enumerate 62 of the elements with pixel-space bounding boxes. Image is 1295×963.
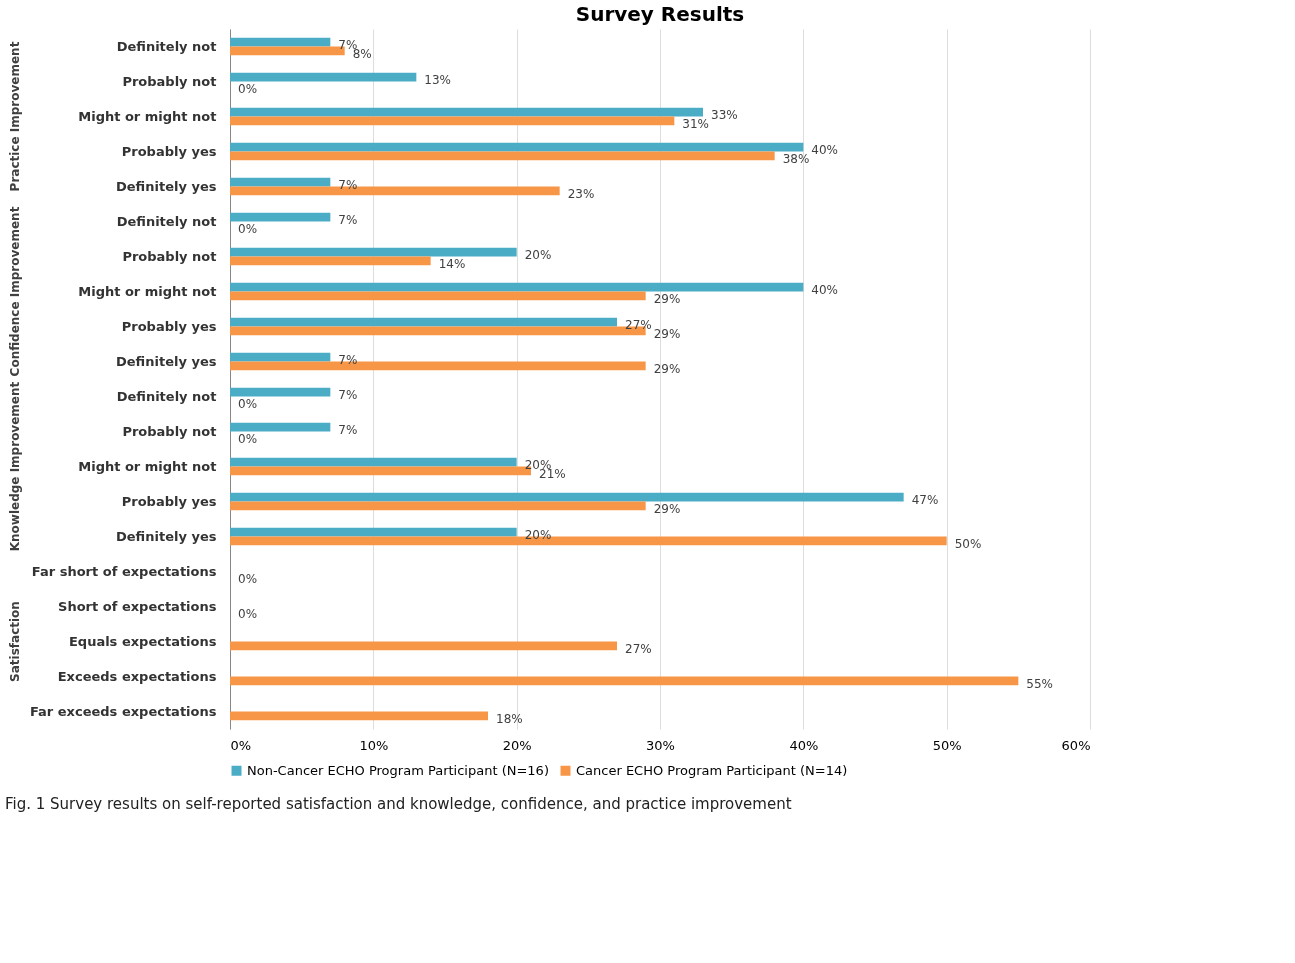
y-tick-label: Far short of expectations <box>31 563 217 579</box>
legend-label: Non-Cancer ECHO Program Participant (N=16) <box>247 762 549 778</box>
x-tick-label: 0% <box>230 737 252 753</box>
data-label: 0% <box>238 571 258 586</box>
y-tick-label: Definitely yes <box>116 353 217 369</box>
x-tick-label: 20% <box>502 737 532 753</box>
data-label: 31% <box>682 116 710 131</box>
y-tick-label: Probably not <box>122 248 217 264</box>
data-label: 29% <box>653 501 681 516</box>
y-tick-label: Definitely not <box>116 38 217 54</box>
data-label: 13% <box>424 73 452 88</box>
y-tick-label: Might or might not <box>78 108 217 124</box>
data-label: 0% <box>238 431 258 446</box>
legend-label: Cancer ECHO Program Participant (N=14) <box>576 762 848 778</box>
data-label: 47% <box>911 493 939 508</box>
data-label: 0% <box>238 221 258 236</box>
y-tick-label: Might or might not <box>78 458 217 474</box>
y-tick-label: Definitely not <box>116 213 217 229</box>
data-label: 18% <box>496 711 523 726</box>
x-tick-label: 60% <box>1061 737 1091 753</box>
data-label: 0% <box>238 606 258 621</box>
y-tick-label: Definitely yes <box>116 178 217 194</box>
text: Confidence Improvement <box>8 206 22 377</box>
y-tick-label: Probably not <box>122 73 217 89</box>
data-label: 29% <box>653 291 681 306</box>
y-tick-label: Definitely not <box>116 388 217 404</box>
y-tick-label: Probably yes <box>121 143 217 159</box>
data-label: 38% <box>782 151 810 166</box>
text: Practice Improvement <box>8 41 22 192</box>
data-label: 29% <box>653 326 681 341</box>
data-label: 33% <box>711 108 738 123</box>
y-tick-label: Might or might not <box>78 283 217 299</box>
y-tick-label: Probably yes <box>121 493 217 509</box>
data-label: 40% <box>811 283 839 298</box>
text: Satisfaction <box>8 601 22 682</box>
data-label: 7% <box>338 423 358 438</box>
data-label: 7% <box>338 388 358 403</box>
y-tick-label: Far exceeds expectations <box>29 703 217 719</box>
caption: Fig. 1 Survey results on self-reported satisfaction and knowledge, confidence, and practice improvement <box>5 795 792 813</box>
x-tick-label: 30% <box>646 737 675 753</box>
data-label: 14% <box>438 256 466 271</box>
chart-title: Survey Results <box>575 2 745 26</box>
x-tick-label: 50% <box>932 737 962 753</box>
data-label: 29% <box>653 361 681 376</box>
data-label: 40% <box>811 143 839 158</box>
data-label: 7% <box>338 213 358 228</box>
data-label: 0% <box>238 81 258 96</box>
x-tick-label: 40% <box>789 737 819 753</box>
y-tick-label: Exceeds expectations <box>57 668 217 684</box>
y-tick-label: Equals expectations <box>68 633 217 649</box>
x-tick-label: 10% <box>359 737 389 753</box>
data-label: 50% <box>954 536 982 551</box>
y-tick-label: Probably yes <box>121 318 217 334</box>
data-label: 20% <box>524 248 552 263</box>
data-label: 0% <box>238 396 258 411</box>
data-label: 23% <box>567 186 595 201</box>
y-tick-label: Definitely yes <box>116 528 217 544</box>
y-tick-label: Short of expectations <box>58 598 217 614</box>
data-label: 55% <box>1026 676 1054 691</box>
text: Knowledge Improvement <box>8 381 22 552</box>
data-label: 27% <box>625 641 652 656</box>
y-tick-label: Probably not <box>122 423 217 439</box>
